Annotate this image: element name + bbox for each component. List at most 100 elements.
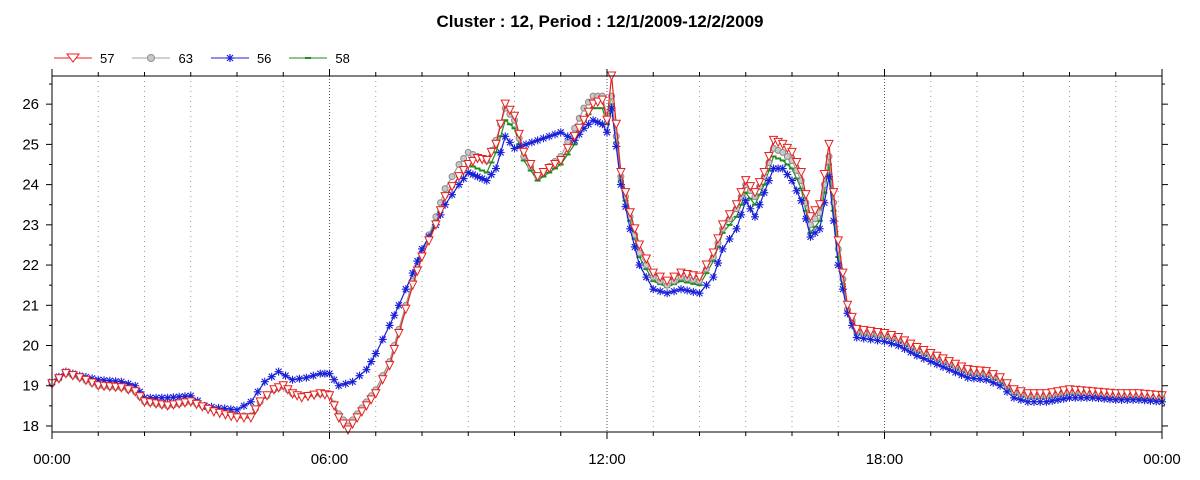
data-point: [269, 385, 279, 395]
data-point: [394, 328, 404, 339]
data-point: [401, 285, 410, 294]
data-point: [1053, 395, 1062, 404]
data-point: [852, 333, 861, 342]
data-point: [401, 304, 411, 315]
data-point: [859, 334, 868, 343]
data-point: [1134, 395, 1143, 404]
data-point: [505, 105, 515, 116]
data-point: [838, 268, 848, 279]
data-point: [950, 359, 961, 370]
data-point: [180, 398, 190, 408]
data-point: [417, 252, 427, 263]
data-point: [1094, 394, 1103, 403]
data-point: [616, 168, 626, 178]
data-point: [330, 375, 339, 384]
data-point: [584, 120, 593, 129]
y-tick-label: 21: [22, 297, 39, 314]
data-point: [448, 173, 456, 181]
data-point: [407, 280, 418, 291]
data-point: [495, 119, 506, 130]
legend-swatch-57: [54, 53, 92, 63]
data-point: [492, 164, 500, 173]
data-point: [1065, 393, 1074, 402]
data-point: [232, 413, 242, 424]
data-point: [454, 172, 464, 182]
data-point: [473, 172, 482, 181]
legend-item-57: 57: [52, 51, 114, 66]
data-point: [556, 128, 565, 137]
data-point: [505, 138, 514, 147]
data-point: [579, 115, 589, 126]
data-point: [355, 371, 364, 380]
data-point: [267, 372, 276, 381]
legend-item-63: 63: [130, 51, 193, 66]
data-point: [371, 349, 380, 358]
data-point: [1116, 389, 1127, 399]
data-point: [737, 210, 746, 219]
legend-swatch-58: [289, 57, 328, 59]
data-point: [295, 374, 304, 383]
data-point: [718, 244, 727, 253]
data-point: [352, 413, 363, 424]
data-point: [532, 172, 543, 182]
data-point: [932, 351, 942, 362]
y-tick-label: 24: [22, 177, 39, 194]
data-point: [464, 168, 473, 177]
data-point: [621, 202, 630, 211]
data-point: [764, 151, 774, 162]
data-point: [820, 198, 829, 207]
data-point: [550, 159, 560, 170]
data-point: [135, 392, 145, 402]
data-point: [648, 268, 659, 279]
data-point: [989, 378, 998, 387]
data-point: [957, 371, 966, 380]
data-point: [1117, 395, 1126, 404]
data-point: [607, 104, 616, 113]
data-point: [932, 360, 941, 369]
data-point: [612, 142, 621, 151]
data-point: [296, 393, 307, 403]
data-point: [545, 132, 554, 141]
data-point: [894, 341, 903, 350]
data-point: [886, 330, 897, 341]
data-point: [550, 130, 559, 139]
data-point: [825, 172, 833, 181]
data-point: [309, 371, 318, 380]
data-point: [717, 220, 728, 230]
y-tick-label: 18: [22, 418, 39, 435]
data-point: [887, 339, 896, 348]
data-point: [510, 144, 519, 153]
data-point: [468, 170, 477, 179]
data-point: [1100, 394, 1109, 403]
x-tick-label: 00:00: [33, 451, 71, 468]
data-point: [385, 321, 394, 330]
data-point: [708, 248, 719, 259]
data-point: [367, 357, 376, 366]
data-point: [755, 200, 764, 209]
data-point: [655, 272, 665, 283]
data-point: [455, 180, 463, 189]
data-point: [316, 369, 325, 378]
data-point: [815, 224, 824, 233]
data-point: [162, 401, 173, 411]
data-point: [1088, 393, 1097, 402]
data-point: [394, 301, 403, 310]
x-tick-label: 12:00: [588, 451, 626, 468]
data-point: [408, 269, 417, 278]
data-point: [649, 285, 658, 294]
data-point: [764, 176, 773, 185]
data-point: [750, 188, 760, 198]
data-point: [583, 107, 594, 118]
data-point: [539, 134, 548, 143]
data-point: [260, 377, 269, 386]
data-point: [441, 200, 450, 209]
data-point: [413, 257, 422, 266]
data-point: [180, 392, 189, 401]
data-point: [105, 376, 114, 385]
data-point: [274, 367, 283, 376]
data-point: [1071, 393, 1080, 402]
data-point: [919, 346, 929, 356]
data-point: [1009, 385, 1019, 395]
data-point: [912, 351, 921, 360]
data-point: [123, 385, 134, 395]
